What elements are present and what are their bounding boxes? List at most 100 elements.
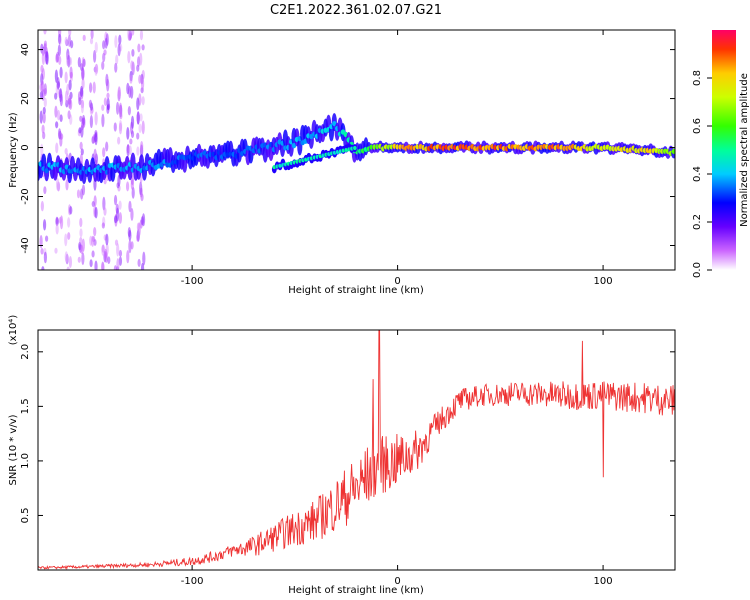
noise-mark	[128, 239, 132, 254]
noise-mark	[127, 50, 131, 64]
noise-mark	[117, 136, 121, 145]
noise-mark	[94, 111, 98, 126]
noise-mark	[89, 37, 94, 45]
noise-mark	[81, 67, 85, 81]
noise-mark	[101, 222, 105, 229]
noise-mark	[67, 232, 71, 240]
noise-mark	[138, 74, 142, 84]
noise-mark	[91, 250, 95, 258]
noise-mark	[126, 250, 130, 264]
noise-mark	[140, 141, 144, 152]
noise-mark	[103, 97, 108, 107]
noise-mark	[126, 144, 130, 157]
noise-mark	[129, 138, 133, 145]
noise-mark	[41, 51, 45, 65]
noise-mark	[59, 136, 63, 147]
noise-mark	[118, 102, 123, 115]
noise-mark	[68, 79, 72, 91]
noise-mark	[105, 141, 109, 152]
noise-mark	[54, 247, 58, 254]
noise-mark	[77, 256, 81, 263]
x-tick-label: 100	[594, 576, 613, 587]
heat-mark	[671, 148, 675, 154]
colorbar-ticks: 0.0 0.2 0.4 0.6 0.8	[692, 70, 712, 278]
x-tick-label: 0	[394, 576, 400, 587]
noise-mark	[101, 113, 105, 128]
noise-mark	[138, 123, 142, 134]
noise-mark	[126, 127, 130, 140]
noise-mark	[80, 99, 85, 114]
noise-mark	[103, 207, 107, 216]
noise-mark	[80, 244, 84, 255]
noise-mark	[55, 177, 60, 191]
noise-mark	[81, 184, 86, 196]
noise-mark	[43, 88, 47, 97]
noise-mark	[43, 97, 47, 108]
noise-mark	[101, 263, 105, 270]
noise-mark	[81, 114, 86, 126]
noise-mark	[131, 49, 135, 57]
noise-mark	[104, 37, 108, 49]
snr-multiplier: (x10⁴)	[8, 315, 19, 346]
heat-mark	[332, 120, 337, 127]
y-tick-label: 1.5	[20, 398, 31, 414]
noise-mark	[141, 120, 145, 135]
spectrogram-y-label: Frequency (Hz)	[8, 112, 19, 188]
noise-mark	[70, 40, 74, 49]
colorbar: 0.0 0.2 0.4 0.6 0.8 Normalized spectral ampl…	[692, 30, 750, 278]
noise-mark	[129, 74, 133, 84]
noise-mark	[67, 110, 71, 120]
noise-mark	[104, 248, 108, 259]
noise-mark	[41, 266, 45, 270]
noise-mark	[68, 256, 72, 269]
chart-title: C2E1.2022.361.02.07.G21	[270, 3, 442, 18]
noise-mark	[79, 217, 83, 228]
noise-mark	[115, 101, 120, 115]
noise-mark	[114, 62, 118, 73]
noise-mark	[40, 200, 44, 212]
noise-mark	[137, 222, 141, 237]
colorbar-tick-label: 0.0	[692, 262, 703, 278]
noise-mark	[67, 217, 71, 228]
noise-mark	[117, 85, 121, 99]
noise-mark	[89, 82, 93, 93]
noise-mark	[55, 142, 59, 154]
noise-mark	[82, 58, 86, 68]
noise-mark	[127, 30, 131, 41]
noise-mark	[136, 111, 140, 125]
noise-mark	[103, 49, 107, 56]
noise-mark	[140, 77, 145, 91]
colorbar-gradient	[712, 30, 736, 270]
noise-mark	[55, 121, 59, 129]
noise-mark	[67, 95, 72, 109]
noise-mark	[113, 265, 117, 270]
noise-mark	[136, 132, 140, 140]
noise-mark	[140, 193, 144, 202]
noise-mark	[115, 207, 120, 222]
x-tick-label: -100	[181, 576, 204, 587]
snr-series-line	[38, 330, 675, 570]
noise-mark	[64, 71, 68, 84]
y-tick-label: 0.5	[20, 508, 31, 524]
snr-x-ticks: -100 0 100	[181, 330, 613, 587]
noise-mark	[39, 110, 43, 124]
noise-mark	[113, 122, 117, 132]
noise-mark	[130, 115, 135, 129]
noise-mark	[69, 66, 73, 79]
noise-mark	[101, 245, 105, 256]
noise-mark	[64, 36, 68, 45]
noise-mark	[136, 234, 140, 242]
spectrogram-y-ticks: -40 -20 0 20 40	[20, 43, 675, 254]
noise-mark	[141, 44, 145, 51]
noise-mark	[113, 194, 118, 206]
noise-mark	[56, 109, 61, 121]
noise-mark	[67, 54, 71, 68]
colorbar-tick-label: 0.8	[692, 70, 703, 86]
noise-mark	[106, 78, 110, 92]
noise-mark	[78, 127, 82, 134]
heatmap-marks	[38, 30, 675, 270]
noise-mark	[79, 141, 83, 150]
noise-mark	[41, 124, 45, 134]
spectrogram-frame	[37, 29, 676, 271]
noise-mark	[43, 186, 47, 195]
